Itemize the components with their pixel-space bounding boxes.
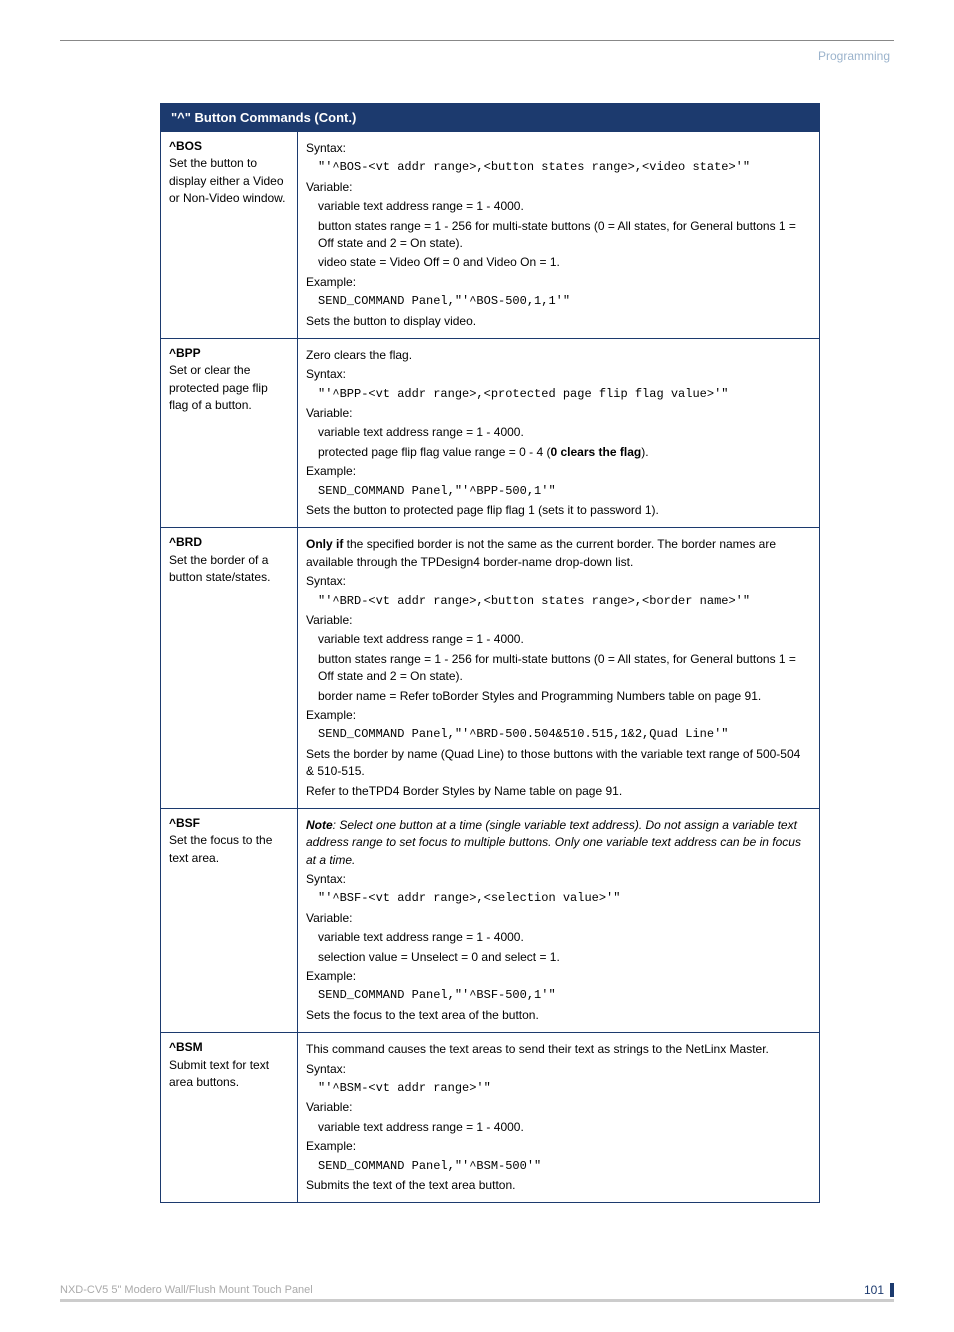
command-cell: ^BPPSet or clear the protected page flip… [161, 338, 298, 528]
body-line: Variable: [306, 612, 811, 629]
footer: NXD-CV5 5" Modero Wall/Flush Mount Touch… [60, 1283, 894, 1302]
body-line: video state = Video Off = 0 and Video On… [306, 254, 811, 271]
body-line: SEND_COMMAND Panel,"'^BPP-500,1'" [306, 483, 811, 500]
table-header: "^" Button Commands (Cont.) [161, 104, 820, 132]
body-line: This command causes the text areas to se… [306, 1041, 811, 1058]
body-line: "'^BRD-<vt addr range>,<button states ra… [306, 593, 811, 610]
command-description: Submit text for text area buttons. [169, 1057, 289, 1092]
table-row: ^BSMSubmit text for text area buttons. Th… [161, 1033, 820, 1203]
body-line: Variable: [306, 179, 811, 196]
section-heading: Programming [60, 49, 894, 63]
table-row: ^BPPSet or clear the protected page flip… [161, 338, 820, 528]
body-line: Sets the border by name (Quad Line) to t… [306, 746, 811, 781]
body-line: Syntax: [306, 140, 811, 157]
command-name: ^BSM [169, 1039, 289, 1056]
body-line: variable text address range = 1 - 4000. [306, 424, 811, 441]
body-line: Syntax: [306, 871, 811, 888]
body-line: selection value = Unselect = 0 and selec… [306, 949, 811, 966]
body-line: "'^BSM-<vt addr range>'" [306, 1080, 811, 1097]
body-line: protected page flip flag value range = 0… [306, 444, 811, 461]
body-line: Sets the button to display video. [306, 313, 811, 330]
body-line: button states range = 1 - 256 for multi-… [306, 218, 811, 253]
body-line: variable text address range = 1 - 4000. [306, 1119, 811, 1136]
command-name: ^BRD [169, 534, 289, 551]
body-line: SEND_COMMAND Panel,"'^BOS-500,1,1'" [306, 293, 811, 310]
body-line: variable text address range = 1 - 4000. [306, 198, 811, 215]
body-line: "'^BOS-<vt addr range>,<button states ra… [306, 159, 811, 176]
command-description: Set the focus to the text area. [169, 832, 289, 867]
body-line: Note: Select one button at a time (singl… [306, 817, 811, 869]
command-body-cell: Zero clears the flag. Syntax: "'^BPP-<vt a… [298, 338, 820, 528]
body-line: Zero clears the flag. [306, 347, 811, 364]
body-line: Variable: [306, 910, 811, 927]
body-line: variable text address range = 1 - 4000. [306, 631, 811, 648]
command-name: ^BPP [169, 345, 289, 362]
command-cell: ^BSMSubmit text for text area buttons. [161, 1033, 298, 1203]
body-line: Variable: [306, 405, 811, 422]
body-line: Only if the specified border is not the … [306, 536, 811, 571]
command-cell: ^BSFSet the focus to the text area. [161, 808, 298, 1032]
body-line: Syntax: [306, 1061, 811, 1078]
body-line: variable text address range = 1 - 4000. [306, 929, 811, 946]
body-line: SEND_COMMAND Panel,"'^BSM-500'" [306, 1158, 811, 1175]
body-line: Syntax: [306, 366, 811, 383]
command-body-cell: Note: Select one button at a time (singl… [298, 808, 820, 1032]
footer-product-name: NXD-CV5 5" Modero Wall/Flush Mount Touch… [60, 1284, 313, 1296]
body-line: SEND_COMMAND Panel,"'^BRD-500.504&510.51… [306, 726, 811, 743]
body-line: Variable: [306, 1099, 811, 1116]
command-body-cell: Syntax: "'^BOS-<vt addr range>,<button st… [298, 132, 820, 339]
body-line: Refer to theTPD4 Border Styles by Name t… [306, 783, 811, 800]
body-line: Example: [306, 968, 811, 985]
table-row: ^BOSSet the button to display either a V… [161, 132, 820, 339]
body-line: border name = Refer toBorder Styles and … [306, 688, 811, 705]
command-cell: ^BOSSet the button to display either a V… [161, 132, 298, 339]
body-line: Syntax: [306, 573, 811, 590]
body-line: Sets the focus to the text area of the b… [306, 1007, 811, 1024]
command-description: Set or clear the protected page flip fla… [169, 362, 289, 414]
command-name: ^BSF [169, 815, 289, 832]
body-line: Submits the text of the text area button… [306, 1177, 811, 1194]
body-line: Example: [306, 707, 811, 724]
command-description: Set the button to display either a Video… [169, 155, 289, 207]
command-name: ^BOS [169, 138, 289, 155]
command-description: Set the border of a button state/states. [169, 552, 289, 587]
body-line: Example: [306, 1138, 811, 1155]
body-line: SEND_COMMAND Panel,"'^BSF-500,1'" [306, 987, 811, 1004]
table-row: ^BSFSet the focus to the text area.Note:… [161, 808, 820, 1032]
body-line: button states range = 1 - 256 for multi-… [306, 651, 811, 686]
body-line: Sets the button to protected page flip f… [306, 502, 811, 519]
body-line: Example: [306, 274, 811, 291]
body-line: Example: [306, 463, 811, 480]
footer-page-number: 101 [864, 1283, 894, 1297]
command-body-cell: This command causes the text areas to se… [298, 1033, 820, 1203]
body-line: "'^BPP-<vt addr range>,<protected page f… [306, 386, 811, 403]
body-line: "'^BSF-<vt addr range>,<selection value>… [306, 890, 811, 907]
table-row: ^BRDSet the border of a button state/sta… [161, 528, 820, 808]
top-rule [60, 40, 894, 41]
button-commands-table: "^" Button Commands (Cont.) ^BOSSet the … [160, 103, 820, 1203]
command-cell: ^BRDSet the border of a button state/sta… [161, 528, 298, 808]
command-body-cell: Only if the specified border is not the … [298, 528, 820, 808]
